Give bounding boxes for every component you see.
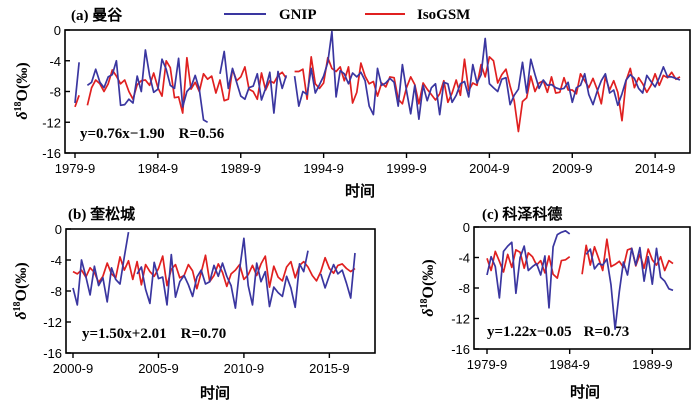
panel-a-equation: y=0.76x−1.90 R=0.56 [80, 126, 225, 142]
panel-a-xtick-label-3: 1994-9 [303, 161, 343, 176]
panel-a-gnip-line-segment-1 [86, 49, 209, 124]
panel-c-equation-r: R=0.73 [584, 324, 630, 340]
panel-a-ytick-label-4: -16 [42, 146, 61, 161]
panel-a-y-axis-label: δ18O(‰) [13, 62, 31, 119]
panel-b-ytick-label-2: -8 [50, 284, 62, 299]
panel-c-isogsm-line-segment-0 [486, 249, 571, 279]
panel-a-series [74, 30, 681, 133]
panel-a-xtick-label-6: 2009-9 [552, 161, 592, 176]
panel-a-isogsm-line-segment-0 [74, 95, 80, 108]
legend-gnip-label: GNIP [279, 7, 317, 23]
panel-c-gnip-line-segment-1 [585, 246, 674, 331]
panel-a-ytick-label-3: -12 [42, 115, 61, 130]
panel-b-xtick-label-3: 2015-9 [309, 361, 349, 376]
legend: GNIP IsoGSM [224, 7, 470, 23]
panel-a-equation-fit: y=0.76x−1.90 [80, 126, 165, 142]
panel-c-series [486, 229, 674, 331]
panel-b-quezon-city: (b) 奎松城 δ18O(‰) 时间 y=1.50x+2.01 R=0.70 0 -… [12, 205, 376, 402]
panel-b-title: (b) 奎松城 [68, 205, 135, 223]
legend-isogsm-label: IsoGSM [417, 7, 470, 23]
panel-c-xtick-label-1: 1984-9 [549, 357, 589, 372]
panel-c-xtick-label-2: 1989-9 [632, 357, 672, 372]
panel-c-ytick-label-4: -16 [451, 342, 470, 357]
panel-c-y-axis-label: δ18O(‰) [419, 259, 437, 316]
panel-c-ytick-label-1: -4 [458, 251, 470, 266]
panel-a-xtick-label-5: 2004-9 [469, 161, 509, 176]
panel-b-x-axis-label: 时间 [200, 384, 230, 402]
panel-a-xtick-label-2: 1989-9 [221, 161, 261, 176]
panel-c-ytick-label-3: -12 [451, 312, 470, 327]
panel-b-ytick-label-0: 0 [55, 222, 62, 237]
panel-b-series [72, 231, 356, 309]
panel-b-gnip-line-segment-2 [319, 252, 356, 299]
panel-b-xtick-label-0: 2000-9 [53, 361, 93, 376]
panel-a-bangkok: (a) 曼谷 δ18O(‰) 时间 y=0.76x−1.90 R=0.56 0 -4… [13, 6, 691, 200]
panel-a-ytick-label-2: -8 [49, 85, 61, 100]
panel-c-ytick-label-2: -8 [458, 281, 470, 296]
panel-c-equation: y=1.22x−0.05 R=0.73 [487, 324, 629, 340]
panel-b-ytick-label-4: -16 [43, 346, 62, 361]
panel-c-gnip-line-segment-0 [486, 229, 571, 309]
panel-a-title: (a) 曼谷 [71, 6, 123, 24]
panel-a-gnip-line-segment-2 [219, 50, 288, 114]
panel-a-xtick-label-4: 1999-9 [386, 161, 426, 176]
panel-a-xtick-label-7: 2014-9 [635, 161, 675, 176]
panel-b-isogsm-line-segment-0 [72, 254, 356, 290]
panel-a-gnip-line-segment-0 [74, 62, 80, 104]
panel-a-x-axis-label: 时间 [345, 182, 375, 200]
panel-b-xtick-label-1: 2005-9 [138, 361, 178, 376]
panel-c-ytick-label-0: 0 [463, 220, 470, 235]
panel-c-xtick-label-0: 1979-9 [467, 357, 507, 372]
panel-c-equation-fit: y=1.22x−0.05 [487, 324, 572, 340]
panel-a-gnip-line-segment-3 [293, 30, 681, 121]
panel-b-gnip-line-segment-0 [72, 231, 130, 306]
panel-c-x-axis-label: 时间 [570, 383, 600, 401]
panel-a-xtick-label-1: 1984-9 [138, 161, 178, 176]
panel-b-equation-fit: y=1.50x+2.01 [82, 326, 167, 342]
panel-c-kozhikode: (c) 科泽科德 δ18O(‰) 时间 y=1.22x−0.05 R=0.73 0… [419, 205, 691, 401]
panel-a-xtick-label-0: 1979-9 [55, 161, 95, 176]
panel-b-ytick-label-1: -4 [50, 253, 62, 268]
panel-b-gnip-line-segment-1 [136, 237, 309, 309]
panel-b-xtick-label-2: 2010-9 [224, 361, 264, 376]
panel-a-ytick-label-0: 0 [54, 23, 61, 38]
panel-b-ytick-label-3: -12 [43, 315, 62, 330]
panel-a-ytick-label-1: -4 [49, 54, 61, 69]
panel-b-y-axis-label: δ18O(‰) [12, 262, 30, 319]
panel-c-title: (c) 科泽科德 [482, 205, 562, 223]
panel-a-equation-r: R=0.56 [179, 126, 225, 142]
panel-b-equation-r: R=0.70 [181, 326, 227, 342]
panel-b-equation: y=1.50x+2.01 R=0.70 [82, 326, 226, 342]
panel-a-isogsm-line-segment-1 [86, 56, 288, 114]
